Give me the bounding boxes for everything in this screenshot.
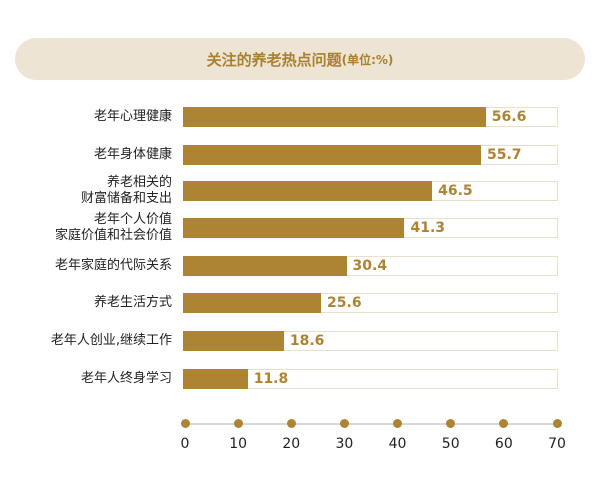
bar-row: 养老相关的 财富储备和支出 46.5 (0, 175, 600, 206)
bar-row: 老年人终身学习 11.8 (0, 368, 600, 390)
tick-label: 20 (282, 436, 301, 452)
data-label: 55.7 (487, 147, 522, 163)
tick-dot (180, 419, 190, 428)
data-label: 56.6 (491, 109, 527, 125)
tick-dot (446, 419, 456, 428)
category-label-line: 财富储备和支出 (80, 191, 172, 206)
category-label: 养老相关的 财富储备和支出 (81, 175, 172, 207)
bar-row: 老年身体健康 55.7 (0, 144, 600, 166)
tick-label: 10 (229, 436, 248, 452)
tick-dot (393, 419, 403, 428)
tick-dot (499, 419, 509, 428)
category-label-line: 养老相关的 (106, 175, 172, 190)
bar (183, 256, 347, 276)
category-label-line: 老年心理健康 (93, 109, 172, 124)
tick-dot (339, 419, 349, 428)
category-label: 老年心理健康 (94, 109, 172, 125)
tick-label: 50 (441, 436, 460, 452)
x-axis-line (185, 423, 557, 425)
data-label: 41.3 (410, 220, 446, 236)
bar (183, 107, 486, 127)
bar (183, 145, 481, 165)
bar-row: 老年家庭的代际关系 30.4 (0, 255, 600, 277)
tick-label: 70 (548, 436, 566, 452)
bar (183, 181, 433, 201)
category-label: 老年人终身学习 (81, 371, 172, 387)
data-label: 46.5 (438, 183, 473, 199)
category-label: 老年个人价值 家庭价值和社会价值 (55, 212, 172, 244)
chart-title-banner: 关注的养老热点问题 (单位:%) (15, 38, 585, 80)
tick-label: 40 (388, 436, 407, 452)
data-label: 30.4 (352, 258, 388, 274)
category-label: 老年人创业,继续工作 (51, 333, 172, 349)
category-label-line: 老年人终身学习 (80, 371, 172, 386)
tick-dot (286, 419, 296, 428)
category-label-line: 家庭价值和社会价值 (54, 228, 172, 243)
bar-row: 老年心理健康 56.6 (0, 106, 600, 128)
category-label-line: 养老生活方式 (93, 295, 172, 310)
data-label: 11.8 (253, 371, 289, 387)
category-label-line: 老年个人价值 (93, 212, 172, 227)
bar (183, 331, 284, 351)
bar (183, 293, 322, 313)
tick-label: 60 (494, 436, 513, 452)
data-label: 18.6 (289, 333, 325, 349)
tick-dot (233, 419, 243, 428)
category-label: 养老生活方式 (94, 295, 172, 311)
bar-row: 老年个人价值 家庭价值和社会价值 41.3 (0, 212, 600, 243)
category-label-line: 老年人创业,继续工作 (50, 333, 172, 348)
tick-label: 0 (180, 436, 190, 452)
chart-unit: (单位:%) (341, 52, 394, 67)
bar (183, 218, 405, 238)
bar (183, 369, 248, 389)
category-label-line: 老年家庭的代际关系 (54, 258, 172, 273)
category-label-line: 老年身体健康 (93, 147, 172, 162)
chart-title: 关注的养老热点问题 (206, 50, 342, 69)
category-label: 老年身体健康 (94, 147, 172, 163)
data-label: 25.6 (327, 295, 362, 311)
bar-row: 养老生活方式 25.6 (0, 292, 600, 314)
tick-label: 30 (335, 436, 354, 452)
tick-dot (552, 419, 562, 428)
category-label: 老年家庭的代际关系 (55, 258, 172, 274)
bar-row: 老年人创业,继续工作 18.6 (0, 330, 600, 352)
